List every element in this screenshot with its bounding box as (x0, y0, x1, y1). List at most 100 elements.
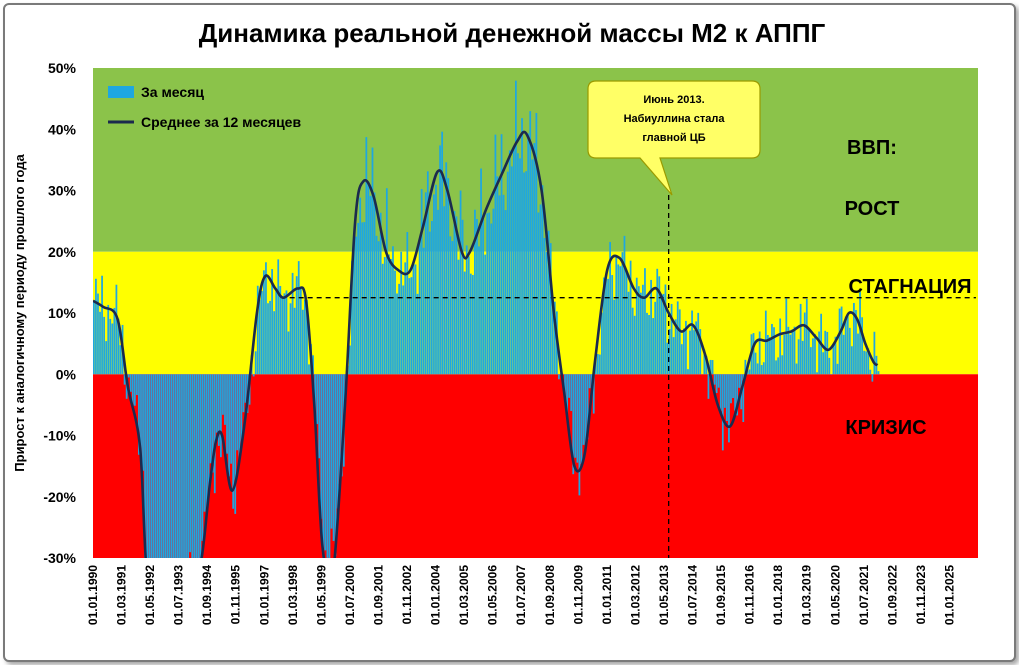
monthly-bar (209, 374, 212, 464)
monthly-bar (535, 112, 538, 375)
x-tick-label: 01.09.1994 (200, 565, 214, 625)
monthly-bar (871, 374, 874, 382)
monthly-bar (131, 374, 134, 408)
monthly-bar (541, 185, 544, 375)
callout-text-line: Июнь 2013. (643, 94, 704, 106)
monthly-bar (498, 195, 501, 375)
monthly-bar (822, 352, 825, 375)
monthly-bar (129, 374, 132, 392)
y-axis-ticks: 50% 40% 30% 20% 10% 0% -10% -20% -30% (43, 60, 76, 566)
monthly-bar (617, 264, 620, 375)
monthly-bar (244, 374, 247, 403)
monthly-bar (463, 271, 466, 375)
x-tick-label: 01.03.2012 (628, 565, 642, 625)
monthly-bar (437, 209, 439, 375)
monthly-bar (838, 308, 841, 375)
monthly-bar (398, 283, 400, 375)
zone-label: КРИЗИС (845, 417, 926, 439)
monthly-bar (328, 374, 331, 558)
monthly-bar (189, 374, 192, 553)
monthly-bar (508, 150, 511, 375)
monthly-bar (377, 241, 380, 375)
monthly-bar (723, 374, 726, 408)
monthly-bar (373, 192, 376, 375)
monthly-bar (494, 134, 497, 375)
monthly-bar (834, 336, 837, 375)
monthly-bar (652, 318, 655, 375)
monthly-bar (195, 374, 198, 558)
monthly-bar (207, 374, 210, 498)
x-tick-label: 01.07.2021 (857, 565, 871, 625)
monthly-bar (465, 245, 468, 375)
monthly-bar (306, 300, 308, 375)
monthly-bar (228, 374, 230, 477)
monthly-bar (117, 318, 120, 375)
monthly-bar (146, 374, 149, 558)
monthly-bar (404, 262, 407, 375)
monthly-bar (191, 374, 194, 558)
chart-title: Динамика реальной денежной массы М2 к АП… (199, 18, 826, 48)
monthly-bar (176, 374, 179, 558)
monthly-bar (646, 312, 648, 375)
monthly-bar (484, 254, 487, 375)
y-tick-label: 30% (48, 183, 77, 199)
monthly-bar (420, 189, 423, 375)
x-tick-label: 01.01.2025 (943, 565, 957, 625)
monthly-bar (355, 236, 357, 375)
monthly-bar (113, 307, 116, 375)
monthly-bar (392, 246, 394, 375)
monthly-bar (517, 153, 519, 375)
monthly-bar (199, 374, 202, 558)
monthly-bar (748, 369, 751, 375)
monthly-bar (490, 223, 493, 375)
monthly-bar (783, 334, 786, 375)
monthly-bar (877, 371, 880, 375)
x-tick-label: 01.03.1991 (115, 565, 129, 625)
monthly-bar (226, 374, 228, 454)
monthly-bar (873, 331, 876, 375)
monthly-bar (291, 272, 294, 375)
monthly-bar (726, 374, 728, 421)
monthly-bar (394, 270, 396, 375)
monthly-bar (224, 374, 226, 425)
monthly-bar (441, 131, 444, 375)
monthly-bar (855, 310, 857, 375)
y-tick-label: -20% (43, 489, 76, 505)
monthly-bar (478, 246, 480, 375)
monthly-bar (183, 374, 185, 558)
x-tick-label: 01.03.2005 (457, 565, 471, 625)
monthly-bar (123, 374, 126, 385)
monthly-bar (138, 374, 140, 455)
monthly-bar (687, 369, 689, 375)
monthly-bar (443, 206, 446, 375)
monthly-bar (480, 168, 482, 375)
monthly-bar (576, 374, 579, 463)
monthly-bar (215, 374, 218, 433)
monthly-bar (170, 374, 173, 558)
monthly-bar (445, 162, 448, 375)
monthly-bar (844, 316, 847, 375)
monthly-bar (648, 314, 650, 375)
monthly-bar (666, 342, 669, 375)
monthly-bar (758, 331, 761, 375)
average-line (93, 130, 879, 558)
monthly-bar (502, 194, 505, 375)
x-tick-label: 01.09.2008 (543, 565, 557, 625)
monthly-bar (633, 315, 636, 375)
monthly-bar (428, 231, 431, 375)
x-tick-label: 01.09.2015 (714, 565, 728, 625)
monthly-bar (812, 338, 814, 375)
monthly-bar (795, 363, 798, 375)
monthly-bar (533, 143, 536, 375)
monthly-bar (383, 257, 386, 375)
monthly-bar (603, 277, 605, 375)
monthly-bar (764, 310, 767, 375)
monthly-bar (621, 252, 624, 375)
monthly-bar (728, 374, 730, 443)
monthly-bar (818, 331, 820, 375)
monthly-bar (709, 359, 712, 375)
monthly-bar (365, 137, 368, 375)
monthly-bar (457, 259, 460, 375)
monthly-bar (164, 374, 167, 558)
monthly-bar (629, 260, 632, 375)
